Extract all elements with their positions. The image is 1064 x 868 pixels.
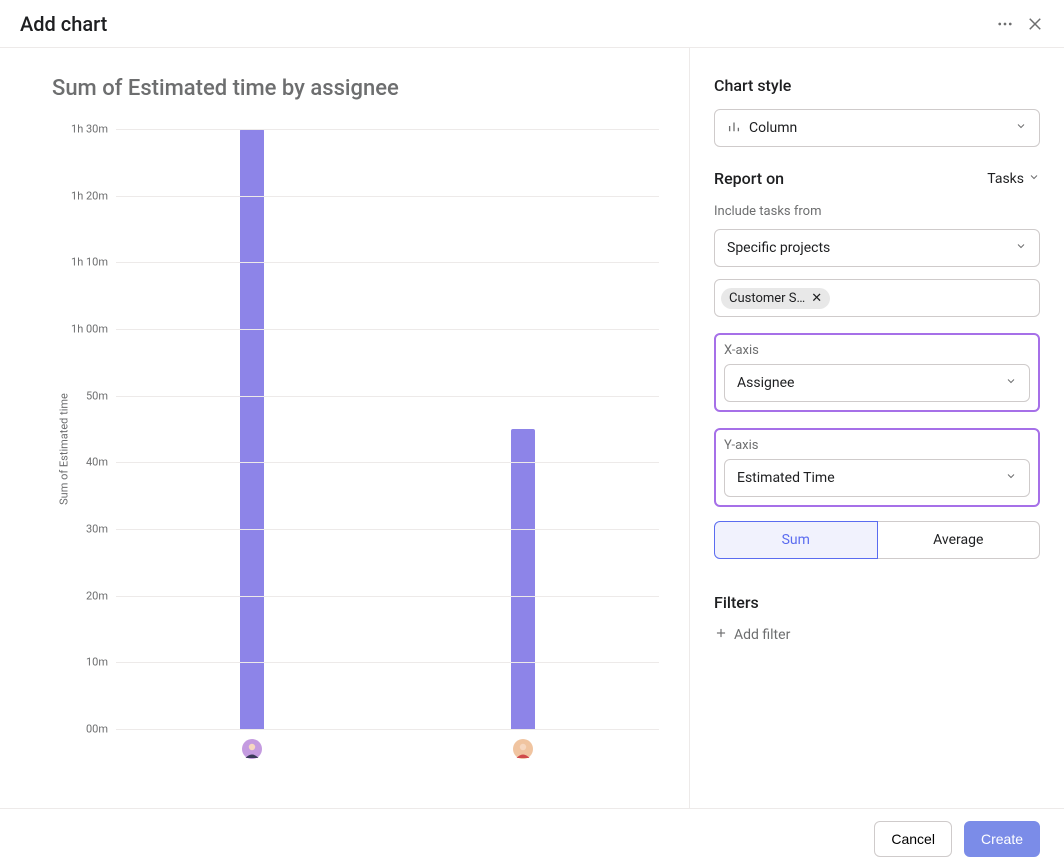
chart-title: Sum of Estimated time by assignee <box>52 76 659 101</box>
include-tasks-from-label: Include tasks from <box>714 204 1040 219</box>
y-tick-label: 10m <box>86 656 108 669</box>
modal-body: Sum of Estimated time by assignee Sum of… <box>0 48 1064 808</box>
y-tick-label: 30m <box>86 523 108 536</box>
y-tick-label: 1h 00m <box>71 323 108 336</box>
report-on-select[interactable]: Tasks <box>987 171 1040 187</box>
chart-area: Sum of Estimated time 1h 30m1h 20m1h 10m… <box>52 129 659 769</box>
gridline <box>116 529 659 530</box>
include-tasks-from-select[interactable]: Specific projects <box>714 229 1040 267</box>
gridline <box>116 596 659 597</box>
chevron-down-icon <box>1028 171 1040 187</box>
report-on-value: Tasks <box>987 171 1024 187</box>
chart-style-label: Chart style <box>714 76 1040 95</box>
gridline <box>116 662 659 663</box>
chart-style-select[interactable]: Column <box>714 109 1040 147</box>
chip-remove-icon[interactable]: ✕ <box>811 292 822 305</box>
gridline <box>116 262 659 263</box>
x-tick-avatar-cell <box>388 739 660 759</box>
assignee-avatar <box>513 739 533 759</box>
y-tick-label: 00m <box>86 723 108 736</box>
y-axis-ticks: 1h 30m1h 20m1h 10m1h 00m50m40m30m20m10m0… <box>52 129 116 769</box>
y-tick-label: 1h 30m <box>71 123 108 136</box>
modal-footer: Cancel Create <box>0 808 1064 868</box>
gridline <box>116 129 659 130</box>
bar-cell <box>116 129 388 729</box>
gridline <box>116 729 659 730</box>
chevron-down-icon <box>1005 470 1017 486</box>
y-tick-label: 50m <box>86 389 108 402</box>
filters-label: Filters <box>714 593 1040 612</box>
y-tick-label: 1h 20m <box>71 189 108 202</box>
include-tasks-from-value: Specific projects <box>727 240 830 256</box>
x-axis-label: X-axis <box>724 343 1030 358</box>
x-axis-group: X-axis Assignee <box>714 333 1040 412</box>
assignee-avatar <box>242 739 262 759</box>
project-chip-label: Customer S… <box>729 291 805 306</box>
aggregate-segmented: Sum Average <box>714 521 1040 559</box>
modal-header: Add chart <box>0 0 1064 48</box>
add-filter-button[interactable]: Add filter <box>714 626 1040 644</box>
column-chart-icon <box>727 119 741 137</box>
chevron-down-icon <box>1015 120 1027 136</box>
gridline <box>116 196 659 197</box>
bar <box>240 129 264 729</box>
x-axis-select[interactable]: Assignee <box>724 364 1030 402</box>
gridline <box>116 462 659 463</box>
chevron-down-icon <box>1005 375 1017 391</box>
report-on-label: Report on <box>714 169 784 188</box>
y-tick-label: 40m <box>86 456 108 469</box>
chevron-down-icon <box>1015 240 1027 256</box>
more-icon[interactable] <box>996 15 1014 33</box>
project-chip: Customer S… ✕ <box>721 288 830 309</box>
modal-title: Add chart <box>20 12 107 36</box>
create-button[interactable]: Create <box>964 821 1040 857</box>
x-axis-value: Assignee <box>737 375 794 391</box>
y-axis-group: Y-axis Estimated Time <box>714 428 1040 507</box>
x-axis-avatars <box>116 739 659 759</box>
aggregate-sum-button[interactable]: Sum <box>714 521 878 559</box>
chart-preview-pane: Sum of Estimated time by assignee Sum of… <box>0 48 690 808</box>
x-tick-avatar-cell <box>116 739 388 759</box>
y-axis-value: Estimated Time <box>737 470 835 486</box>
header-actions <box>996 15 1044 33</box>
chart-plot <box>116 129 659 769</box>
aggregate-average-button[interactable]: Average <box>878 521 1041 559</box>
bars-row <box>116 129 659 729</box>
gridline <box>116 396 659 397</box>
y-axis-label-config: Y-axis <box>724 438 1030 453</box>
y-tick-label: 20m <box>86 589 108 602</box>
bar-cell <box>388 129 660 729</box>
close-icon[interactable] <box>1026 15 1044 33</box>
add-filter-label: Add filter <box>734 627 790 643</box>
chart-style-value: Column <box>749 120 797 136</box>
gridline <box>116 329 659 330</box>
y-tick-label: 1h 10m <box>71 256 108 269</box>
projects-chip-input[interactable]: Customer S… ✕ <box>714 279 1040 317</box>
config-pane: Chart style Column Report on Tasks Inclu… <box>690 48 1064 808</box>
plus-icon <box>714 626 728 644</box>
cancel-button[interactable]: Cancel <box>874 821 952 857</box>
bar <box>511 429 535 729</box>
y-axis-select[interactable]: Estimated Time <box>724 459 1030 497</box>
